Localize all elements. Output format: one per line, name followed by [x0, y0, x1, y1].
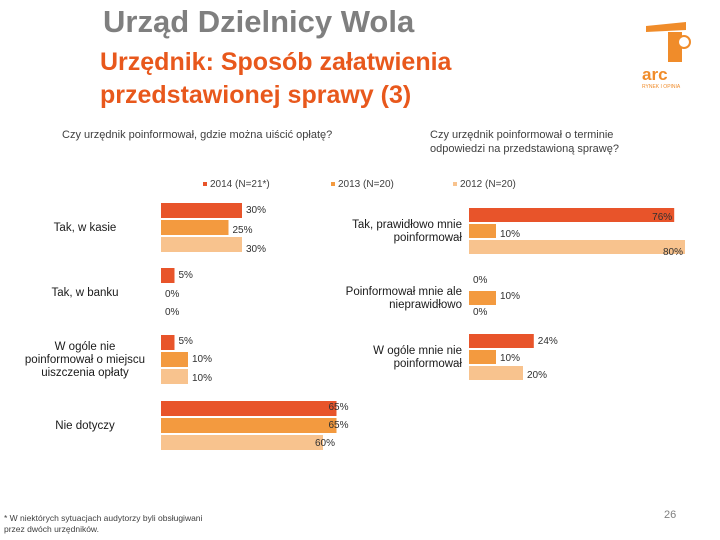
value-label-2013: 25% [233, 225, 253, 236]
category-label: Tak, w banku [51, 287, 118, 299]
legend-swatch-2013 [331, 182, 335, 187]
page-number: 26 [664, 509, 677, 521]
bar-2014 [161, 203, 242, 218]
value-label-2013: 10% [500, 291, 520, 302]
legend-swatch-2012 [453, 182, 457, 187]
legend-label-2012: 2012 (N=20) [460, 179, 516, 190]
bar-2014 [161, 401, 337, 416]
bar-2012 [161, 369, 188, 384]
value-label-2012: 80% [663, 247, 683, 258]
value-label-2013: 0% [165, 289, 180, 300]
value-label-2012: 30% [246, 244, 266, 255]
category-label: Nie dotyczy [55, 420, 115, 432]
bar-2014 [161, 335, 175, 350]
arc-logo-text: arc [642, 65, 668, 84]
legend-item-2014: 2014 (N=21*) [203, 179, 270, 190]
legend-swatch-2014 [203, 182, 207, 187]
value-label-2014: 65% [329, 402, 349, 413]
value-label-2014: 24% [538, 336, 558, 347]
value-label-2014: 5% [179, 270, 194, 281]
value-label-2014: 5% [179, 336, 194, 347]
bar-2012 [161, 435, 323, 450]
value-label-2013: 65% [329, 420, 349, 431]
value-label-2012: 0% [473, 307, 488, 318]
page-title: Urząd Dzielnicy Wola [103, 4, 415, 39]
bar-2013 [161, 220, 229, 235]
bar-2014 [469, 334, 534, 348]
value-label-2012: 20% [527, 370, 547, 381]
value-label-2014: 30% [246, 205, 266, 216]
bar-2014 [161, 268, 175, 283]
category-label: Poinformował mnie ale nieprawidłowo [346, 286, 462, 311]
bar-2013 [161, 352, 188, 367]
chart-payment-place: Tak, w kasie 30% 25% 30% Tak, w banku 5% 0% 0% W… [25, 203, 349, 450]
value-label-2012: 60% [315, 438, 335, 449]
value-label-2014: 76% [652, 212, 672, 223]
footnote: * W niektórych sytuacjach audytorzy byli… [4, 513, 203, 534]
bar-2014 [469, 208, 675, 222]
legend-item-2013: 2013 (N=20) [331, 179, 394, 190]
bar-2013 [469, 224, 496, 238]
bar-2012 [161, 237, 242, 252]
category-label: W ogóle mnie nie poinformował [373, 345, 462, 370]
value-label-2014: 0% [473, 275, 488, 286]
arc-logo-mark [646, 22, 691, 62]
arc-logo-tagline: RYNEK I OPINIA [642, 84, 681, 90]
legend-label-2013: 2013 (N=20) [338, 179, 394, 190]
arc-logo: arc RYNEK I OPINIA [642, 22, 691, 90]
value-label-2013: 10% [192, 354, 212, 365]
chart-right-question: Czy urzędnik poinformował o terminie odp… [430, 129, 619, 155]
legend-label-2014: 2014 (N=21*) [210, 179, 270, 190]
chart-response-deadline: Tak, prawidłowo mnie poinformował 76% 10% 80… [346, 208, 685, 381]
bar-2013 [469, 350, 496, 364]
bar-2012 [469, 240, 685, 254]
category-label: W ogóle nie poinformował o miejscu uiszcze… [25, 341, 145, 379]
bar-2013 [469, 291, 496, 305]
value-label-2012: 10% [192, 373, 212, 384]
value-label-2013: 10% [500, 229, 520, 240]
category-label: Tak, prawidłowo mnie poinformował [352, 219, 462, 244]
bar-2012 [469, 366, 523, 380]
slide-subtitle: Urzędnik: Sposób załatwienia przedstawio… [100, 48, 452, 109]
bar-2013 [161, 418, 337, 433]
value-label-2012: 0% [165, 307, 180, 318]
category-label: Tak, w kasie [54, 222, 117, 234]
value-label-2013: 10% [500, 353, 520, 364]
chart-left-question: Czy urzędnik poinformował, gdzie można u… [62, 129, 333, 141]
legend-item-2012: 2012 (N=20) [453, 179, 516, 190]
